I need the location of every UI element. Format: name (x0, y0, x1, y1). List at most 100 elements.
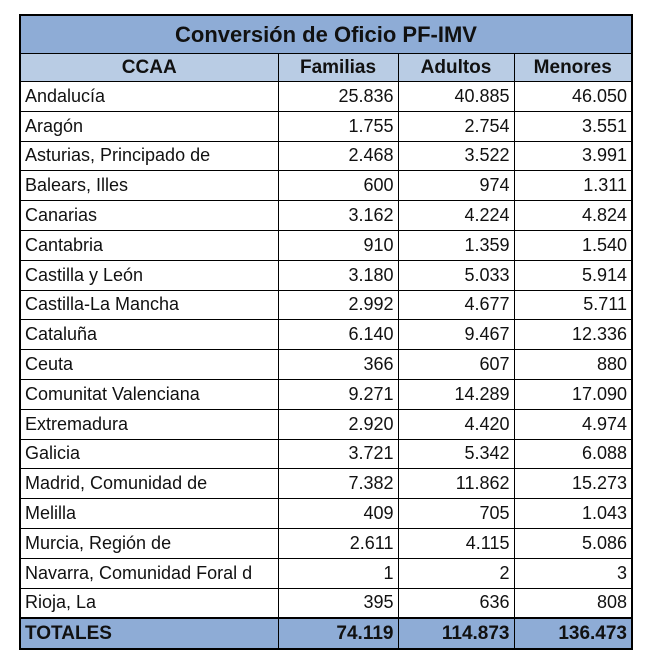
cell-familias: 6.140 (278, 319, 399, 351)
cell-adultos: 4.677 (398, 290, 515, 321)
cell-menores: 3.551 (514, 111, 631, 142)
cell-adultos: 4.420 (398, 409, 515, 440)
cell-menores: 1.043 (514, 498, 631, 529)
cell-menores: 3.991 (514, 141, 631, 172)
cell-ccaa: Andalucía (21, 81, 279, 112)
cell-menores: 4.974 (514, 409, 631, 440)
cell-menores: 5.086 (514, 528, 631, 559)
cell-familias: 600 (278, 170, 399, 202)
cell-familias: 2.468 (278, 141, 399, 172)
table-row: Cataluña 6.140 9.467 12.336 (21, 319, 631, 351)
table-row: Extremadura 2.920 4.420 4.974 (21, 409, 631, 440)
cell-adultos: 974 (398, 170, 515, 202)
totals-menores: 136.473 (514, 617, 631, 649)
cell-adultos: 607 (398, 349, 515, 380)
cell-familias: 3.162 (278, 200, 399, 231)
cell-ccaa: Ceuta (21, 349, 279, 380)
cell-menores: 1.311 (514, 170, 631, 202)
cell-menores: 5.711 (514, 290, 631, 321)
cell-ccaa: Melilla (21, 498, 279, 529)
cell-familias: 7.382 (278, 468, 399, 500)
table-row: Canarias 3.162 4.224 4.824 (21, 200, 631, 231)
cell-adultos: 636 (398, 588, 515, 619)
cell-ccaa: Castilla-La Mancha (21, 290, 279, 321)
cell-ccaa: Comunitat Valenciana (21, 379, 279, 410)
table-row: Andalucía 25.836 40.885 46.050 (21, 81, 631, 112)
totals-label: TOTALES (21, 617, 279, 649)
table-title: Conversión de Oficio PF-IMV (21, 16, 631, 54)
cell-ccaa: Cataluña (21, 319, 279, 351)
table-row: Cantabria 910 1.359 1.540 (21, 230, 631, 261)
cell-ccaa: Rioja, La (21, 588, 279, 619)
cell-menores: 17.090 (514, 379, 631, 410)
table-row: Aragón 1.755 2.754 3.551 (21, 111, 631, 142)
cell-menores: 880 (514, 349, 631, 380)
header-ccaa: CCAA (21, 54, 279, 82)
cell-ccaa: Cantabria (21, 230, 279, 261)
cell-adultos: 40.885 (398, 81, 515, 112)
table-row: Ceuta 366 607 880 (21, 349, 631, 380)
table-row: Madrid, Comunidad de 7.382 11.862 15.273 (21, 468, 631, 500)
cell-adultos: 5.033 (398, 260, 515, 291)
cell-menores: 46.050 (514, 81, 631, 112)
cell-familias: 25.836 (278, 81, 399, 112)
cell-ccaa: Navarra, Comunidad Foral d (21, 558, 279, 589)
cell-familias: 2.920 (278, 409, 399, 440)
table-row: Galicia 3.721 5.342 6.088 (21, 439, 631, 470)
cell-menores: 6.088 (514, 439, 631, 470)
cell-familias: 395 (278, 588, 399, 619)
cell-adultos: 705 (398, 498, 515, 529)
cell-adultos: 14.289 (398, 379, 515, 410)
cell-familias: 1.755 (278, 111, 399, 142)
table-row: Balears, Illes 600 974 1.311 (21, 170, 631, 202)
header-row: CCAA Familias Adultos Menores (21, 54, 631, 82)
cell-ccaa: Aragón (21, 111, 279, 142)
cell-menores: 12.336 (514, 319, 631, 351)
cell-familias: 3.721 (278, 439, 399, 470)
table-row: Comunitat Valenciana 9.271 14.289 17.090 (21, 379, 631, 410)
cell-adultos: 9.467 (398, 319, 515, 351)
totals-adultos: 114.873 (398, 617, 515, 649)
cell-adultos: 2.754 (398, 111, 515, 142)
cell-ccaa: Balears, Illes (21, 170, 279, 202)
cell-adultos: 5.342 (398, 439, 515, 470)
totals-familias: 74.119 (278, 617, 399, 649)
cell-familias: 3.180 (278, 260, 399, 291)
table-row: Asturias, Principado de 2.468 3.522 3.991 (21, 141, 631, 172)
data-table: CCAA Familias Adultos Menores Andalucía 2… (21, 54, 631, 649)
table-row: Castilla-La Mancha 2.992 4.677 5.711 (21, 290, 631, 321)
cell-adultos: 11.862 (398, 468, 515, 500)
table-row: Melilla 409 705 1.043 (21, 498, 631, 529)
cell-ccaa: Asturias, Principado de (21, 141, 279, 172)
cell-familias: 2.992 (278, 290, 399, 321)
header-adultos: Adultos (398, 54, 515, 82)
table-row: Rioja, La 395 636 808 (21, 588, 631, 619)
cell-familias: 1 (278, 558, 399, 589)
cell-menores: 1.540 (514, 230, 631, 261)
cell-adultos: 3.522 (398, 141, 515, 172)
table-row: Castilla y León 3.180 5.033 5.914 (21, 260, 631, 291)
cell-familias: 9.271 (278, 379, 399, 410)
cell-ccaa: Murcia, Región de (21, 528, 279, 559)
cell-ccaa: Extremadura (21, 409, 279, 440)
cell-familias: 366 (278, 349, 399, 380)
cell-adultos: 1.359 (398, 230, 515, 261)
cell-menores: 4.824 (514, 200, 631, 231)
cell-ccaa: Galicia (21, 439, 279, 470)
cell-ccaa: Castilla y León (21, 260, 279, 291)
cell-menores: 3 (514, 558, 631, 589)
cell-familias: 910 (278, 230, 399, 261)
cell-menores: 5.914 (514, 260, 631, 291)
cell-adultos: 4.115 (398, 528, 515, 559)
cell-ccaa: Madrid, Comunidad de (21, 468, 279, 500)
header-familias: Familias (278, 54, 399, 82)
header-menores: Menores (514, 54, 631, 82)
cell-adultos: 4.224 (398, 200, 515, 231)
cell-familias: 409 (278, 498, 399, 529)
cell-familias: 2.611 (278, 528, 399, 559)
totals-row: TOTALES 74.119 114.873 136.473 (21, 617, 631, 649)
cell-adultos: 2 (398, 558, 515, 589)
cell-menores: 808 (514, 588, 631, 619)
cell-ccaa: Canarias (21, 200, 279, 231)
